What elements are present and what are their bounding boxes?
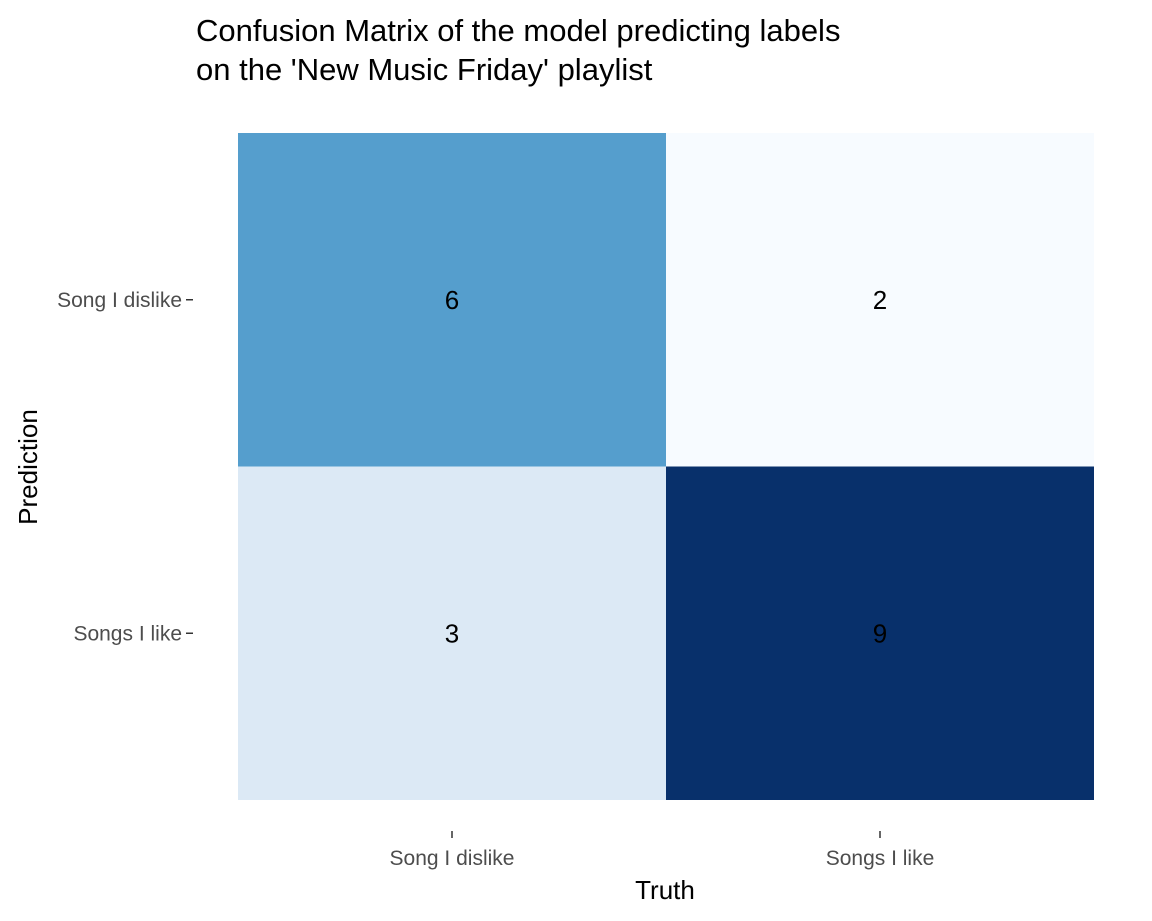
chart-title-line-1: Confusion Matrix of the model predicting… (196, 13, 840, 48)
cell-value-label: 2 (873, 285, 887, 315)
y-axis-tick-label: Song I dislike (57, 289, 182, 312)
cell-value-labels: 6 2 3 9 (445, 285, 887, 649)
heatmap-cell-songs-i-like-vs-song-i-dislike (238, 466, 666, 800)
chart-title-line-2: on the 'New Music Friday' playlist (196, 52, 653, 87)
y-axis-title: Prediction (13, 409, 43, 525)
x-axis: Song I dislike Songs I like (390, 831, 935, 870)
heatmap-cell-songs-i-like-vs-songs-i-like (666, 466, 1094, 800)
cell-value-label: 9 (873, 618, 887, 648)
cell-value-label: 3 (445, 618, 459, 648)
heatmap-cells (238, 133, 1094, 800)
chart-title: Confusion Matrix of the model predicting… (196, 13, 840, 87)
x-axis-title: Truth (635, 875, 695, 905)
y-axis-tick-label: Songs I like (73, 622, 182, 645)
heatmap-cell-song-i-dislike-vs-songs-i-like (666, 133, 1094, 467)
heatmap-cell-song-i-dislike-vs-song-i-dislike (238, 133, 666, 467)
x-axis-tick-label: Song I dislike (390, 847, 515, 870)
y-axis: Song I dislike Songs I like (57, 289, 193, 645)
cell-value-label: 6 (445, 285, 459, 315)
x-axis-tick-label: Songs I like (826, 847, 935, 870)
